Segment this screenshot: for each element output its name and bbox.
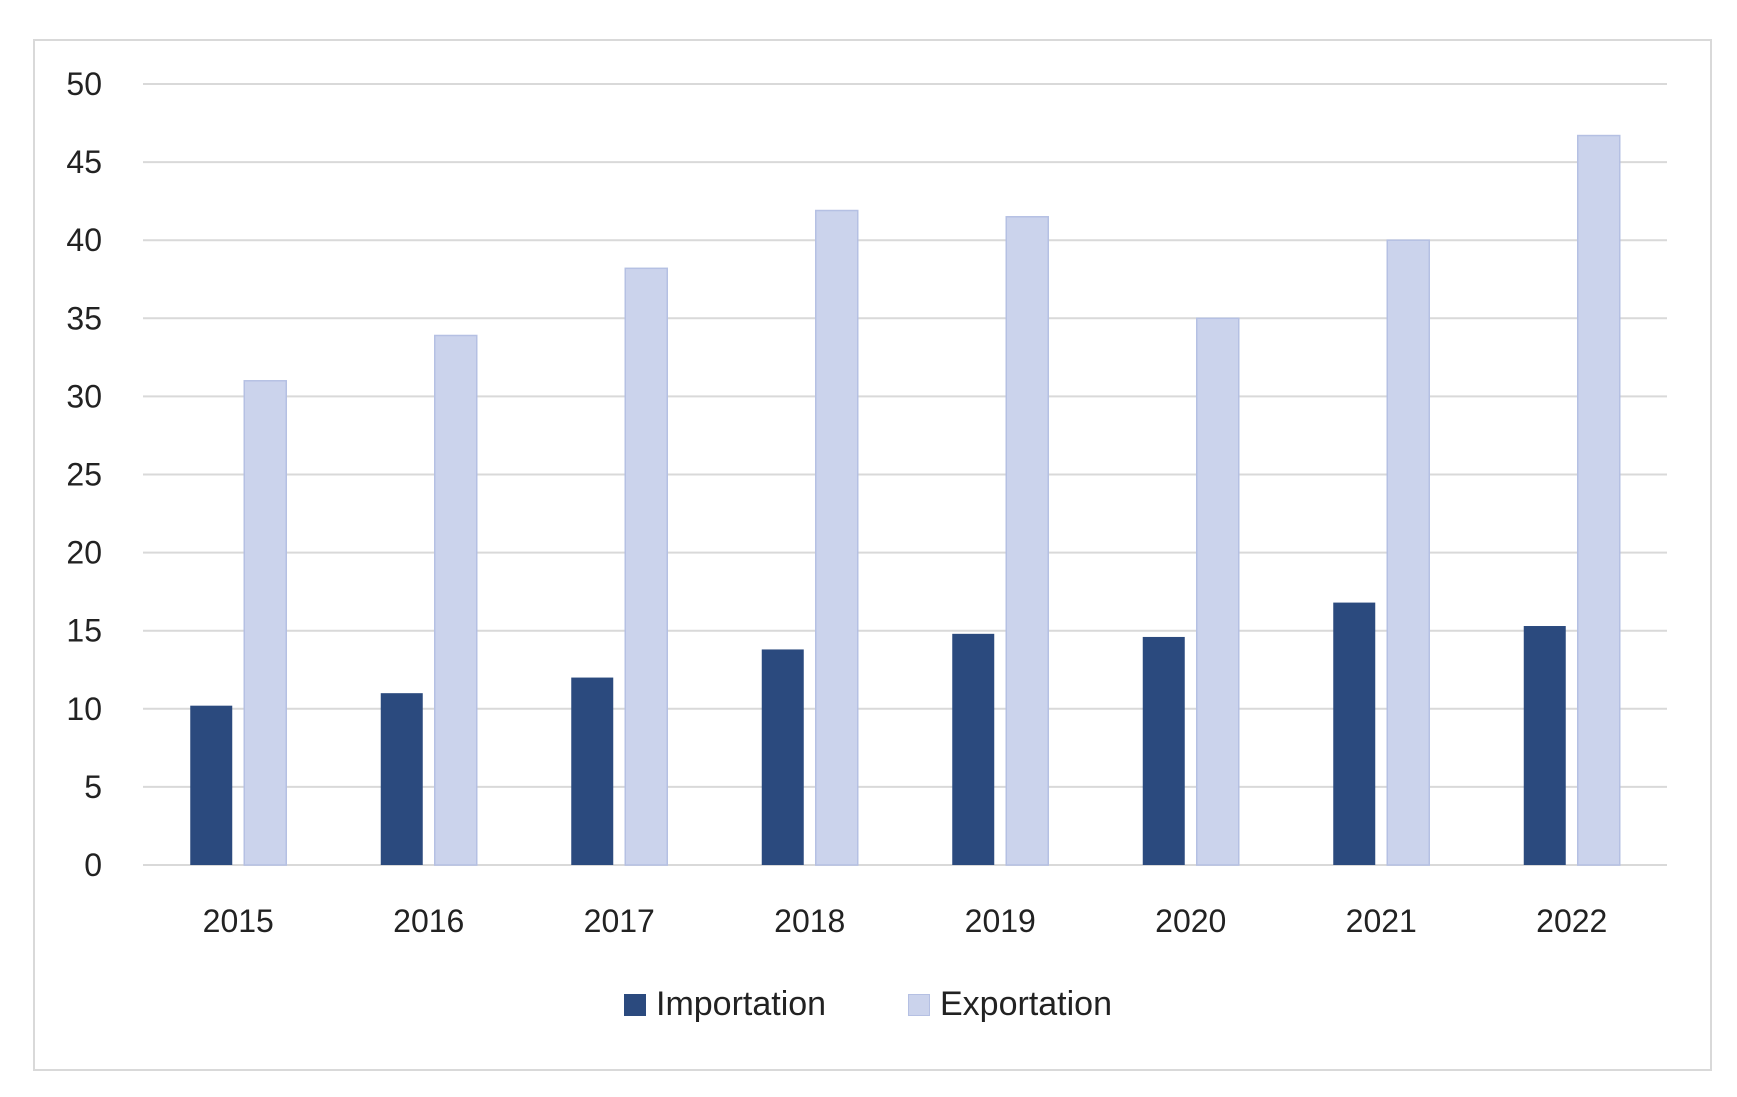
- y-tick-label: 45: [66, 144, 102, 180]
- legend-label-exportation: Exportation: [940, 985, 1112, 1023]
- bar-importation-2019: [952, 633, 995, 865]
- bar-exportation-2020: [1196, 317, 1240, 866]
- legend-item-importation: Importation: [624, 985, 826, 1024]
- bar-importation-2015: [190, 705, 233, 865]
- y-tick-label: 20: [66, 535, 102, 571]
- y-tick-label: 35: [66, 300, 102, 336]
- bar-exportation-2021: [1386, 239, 1430, 866]
- x-tick-label: 2020: [1155, 903, 1226, 939]
- x-tick-label: 2021: [1346, 903, 1417, 939]
- bar-exportation-2015: [243, 380, 287, 866]
- y-tick-label: 50: [66, 66, 102, 102]
- bar-importation-2018: [761, 649, 804, 865]
- bar-importation-2017: [571, 677, 614, 865]
- x-tick-label: 2019: [965, 903, 1036, 939]
- legend-label-importation: Importation: [656, 985, 827, 1023]
- y-tick-label: 25: [66, 457, 102, 493]
- bar-exportation-2018: [815, 209, 859, 866]
- x-tick-label: 2015: [203, 903, 274, 939]
- y-tick-label: 5: [84, 769, 102, 805]
- bar-exportation-2016: [434, 334, 478, 866]
- bar-exportation-2019: [1005, 216, 1049, 866]
- y-tick-label: 10: [66, 691, 102, 727]
- y-tick-label: 15: [66, 613, 102, 649]
- y-tick-label: 0: [84, 847, 102, 883]
- bar-exportation-2017: [624, 267, 668, 866]
- x-tick-label: 2022: [1536, 903, 1607, 939]
- y-tick-label: 40: [66, 222, 102, 258]
- bar-importation-2016: [380, 693, 423, 865]
- x-tick-label: 2016: [393, 903, 464, 939]
- x-tick-label: 2018: [774, 903, 845, 939]
- legend-swatch-exportation: [908, 993, 930, 1016]
- y-tick-label: 30: [66, 378, 102, 414]
- legend-item-exportation: Exportation: [908, 985, 1112, 1024]
- bar-exportation-2022: [1577, 134, 1621, 866]
- legend-swatch-importation: [624, 993, 646, 1016]
- bar-importation-2022: [1523, 626, 1566, 865]
- bar-importation-2021: [1333, 602, 1376, 865]
- chart-frame: [33, 39, 1712, 1071]
- x-tick-label: 2017: [584, 903, 655, 939]
- bar-importation-2020: [1142, 636, 1185, 865]
